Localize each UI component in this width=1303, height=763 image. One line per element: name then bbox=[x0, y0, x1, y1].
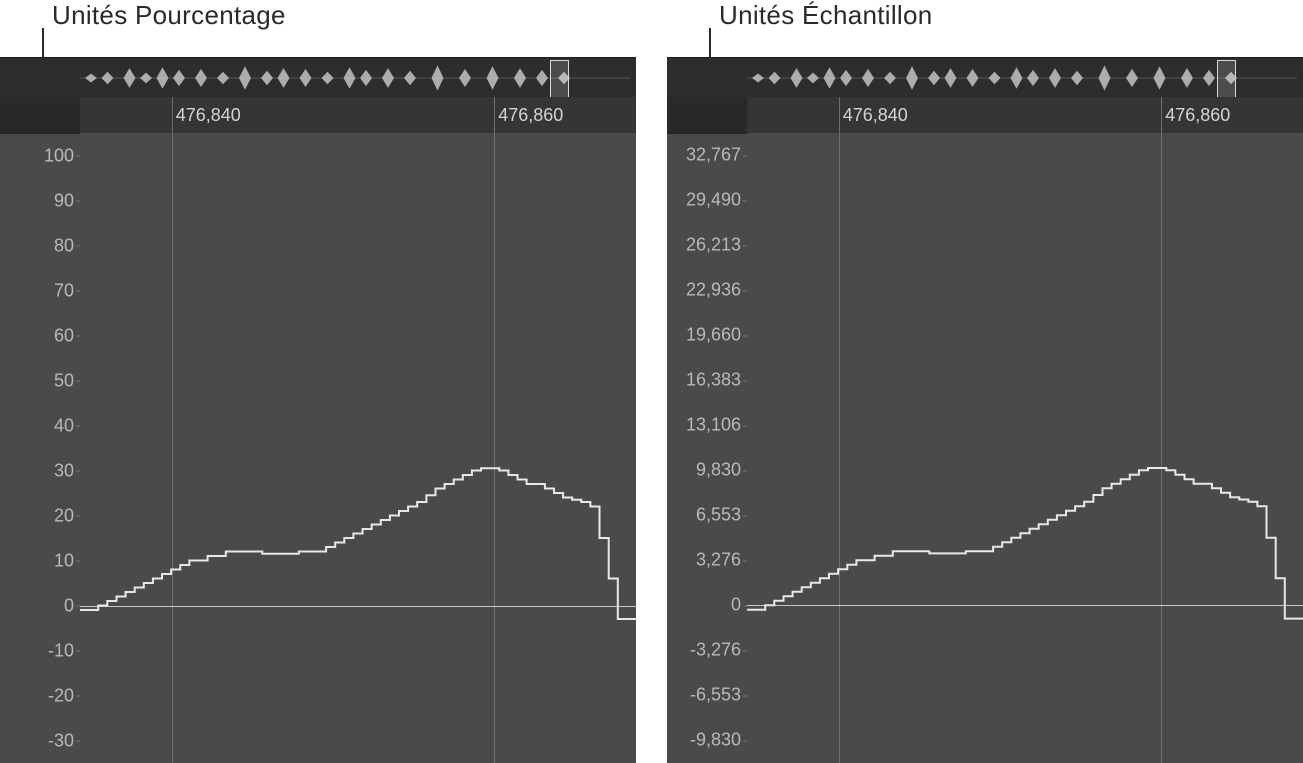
y-axis-label: -6,553 bbox=[690, 685, 741, 706]
y-axis-label: 22,936 bbox=[686, 280, 741, 301]
time-tick bbox=[172, 97, 173, 133]
y-axis-label: 60 bbox=[54, 325, 74, 346]
sample-waveform-right bbox=[747, 133, 1303, 763]
time-tick bbox=[1161, 97, 1162, 133]
y-axis-label: 80 bbox=[54, 235, 74, 256]
time-tick-label: 476,840 bbox=[176, 105, 241, 126]
callout-percentage: Unités Pourcentage bbox=[52, 0, 286, 31]
vertical-gridline bbox=[1161, 133, 1162, 763]
overview-waveform-right bbox=[747, 58, 1297, 98]
y-axis-label: 13,106 bbox=[686, 415, 741, 436]
y-axis-label: 50 bbox=[54, 370, 74, 391]
vertical-gridline bbox=[172, 133, 173, 763]
time-tick-label: 476,860 bbox=[1165, 105, 1230, 126]
ruler-gutter-shade bbox=[0, 97, 80, 133]
callout-label: Unités Pourcentage bbox=[52, 0, 286, 30]
time-ruler-left[interactable]: 476,840 476,860 bbox=[0, 97, 636, 134]
y-axis-label: 6,553 bbox=[696, 505, 741, 526]
chart-area-right[interactable] bbox=[747, 133, 1303, 763]
y-axis-right: 32,767 29,490 26,213 22,936 19,660 16,383 13,1… bbox=[667, 133, 747, 763]
overview-waveform-left bbox=[80, 58, 630, 98]
y-axis-label: 20 bbox=[54, 505, 74, 526]
y-axis-label: 29,490 bbox=[686, 190, 741, 211]
y-axis-label: 0 bbox=[64, 595, 74, 616]
y-axis-label: 32,767 bbox=[686, 145, 741, 166]
vertical-gridline bbox=[494, 133, 495, 763]
y-axis-label: 30 bbox=[54, 460, 74, 481]
vertical-gridline bbox=[839, 133, 840, 763]
overview-track-left[interactable] bbox=[0, 57, 636, 99]
y-axis-label: -3,276 bbox=[690, 640, 741, 661]
amplitude-plot-right[interactable]: 32,767 29,490 26,213 22,936 19,660 16,383 13,1… bbox=[667, 133, 1303, 763]
y-axis-label: -30 bbox=[48, 730, 74, 751]
y-axis-label: 26,213 bbox=[686, 235, 741, 256]
overview-view-indicator-right[interactable] bbox=[1217, 60, 1236, 98]
y-axis-label: 40 bbox=[54, 415, 74, 436]
chart-area-left[interactable] bbox=[80, 133, 636, 763]
y-axis-label: -20 bbox=[48, 685, 74, 706]
amplitude-plot-left[interactable]: 1009080706050403020100-10-20-30 bbox=[0, 133, 636, 763]
time-ruler-right[interactable]: 476,840 476,860 bbox=[667, 97, 1303, 134]
time-tick bbox=[839, 97, 840, 133]
y-axis-label: 19,660 bbox=[686, 325, 741, 346]
sample-waveform-left bbox=[80, 133, 636, 763]
overview-track-right[interactable] bbox=[667, 57, 1303, 99]
screenshot-root: Unités Pourcentage 476,840476,860 100908… bbox=[0, 0, 1303, 763]
editor-ui-right: 476,840 476,860 32,767 29,490 26,213 22,936 1… bbox=[667, 57, 1303, 763]
y-axis-label: 10 bbox=[54, 550, 74, 571]
time-tick-label: 476,840 bbox=[843, 105, 908, 126]
y-axis-label: 16,383 bbox=[686, 370, 741, 391]
y-axis-label: 9,830 bbox=[696, 460, 741, 481]
y-axis-label: -9,830 bbox=[690, 730, 741, 751]
ruler-gutter-shade bbox=[667, 97, 747, 133]
time-tick-label: 476,860 bbox=[498, 105, 563, 126]
y-axis-label: 70 bbox=[54, 280, 74, 301]
callout-label: Unités Échantillon bbox=[719, 0, 933, 30]
y-axis-label: 3,276 bbox=[696, 550, 741, 571]
y-axis-label: 90 bbox=[54, 190, 74, 211]
y-axis-label: -10 bbox=[48, 640, 74, 661]
callout-sample: Unités Échantillon bbox=[719, 0, 933, 31]
y-axis-label: 0 bbox=[731, 595, 741, 616]
time-tick bbox=[494, 97, 495, 133]
overview-view-indicator-left[interactable] bbox=[550, 60, 569, 98]
panel-sample: Unités Échantillon 476,840 476,860 32,767… bbox=[667, 0, 1303, 763]
y-axis-label: 100 bbox=[44, 145, 74, 166]
editor-ui-left: 476,840476,860 1009080706050403020100-10… bbox=[0, 57, 636, 763]
y-axis-left: 1009080706050403020100-10-20-30 bbox=[0, 133, 80, 763]
panel-percentage: Unités Pourcentage 476,840476,860 100908… bbox=[0, 0, 636, 763]
